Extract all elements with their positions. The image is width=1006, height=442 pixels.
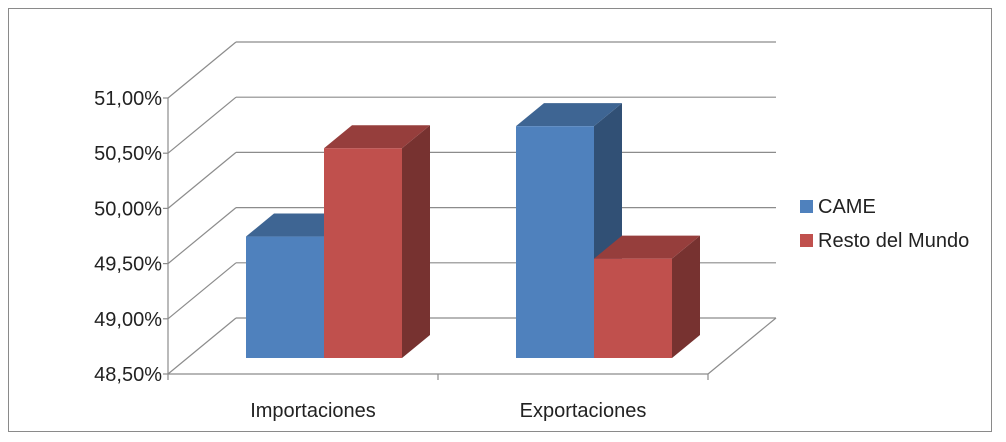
gridline-side bbox=[167, 96, 237, 154]
gridline-side bbox=[167, 317, 237, 375]
bar-top-resto-del-mundo bbox=[324, 125, 430, 149]
gridline-side bbox=[167, 207, 237, 265]
legend-swatch bbox=[800, 234, 813, 247]
bar-resto-del-mundo-importaciones bbox=[324, 148, 402, 358]
bar-came-exportaciones bbox=[516, 126, 594, 358]
y-tick-label: 48,50% bbox=[94, 364, 162, 386]
x-tick-label: Importaciones bbox=[250, 400, 376, 422]
gridline-side bbox=[167, 151, 237, 209]
gridline-side bbox=[167, 41, 237, 99]
gridline-side bbox=[167, 262, 237, 320]
legend-swatch bbox=[800, 200, 813, 213]
floor-right bbox=[707, 317, 777, 375]
legend-label: Resto del Mundo bbox=[818, 230, 969, 252]
bar-side-resto-del-mundo bbox=[402, 125, 430, 359]
y-tick-label: 50,50% bbox=[94, 143, 162, 165]
y-tick-label: 50,00% bbox=[94, 198, 162, 220]
bar-resto-del-mundo-exportaciones bbox=[594, 258, 672, 358]
bar-side-resto-del-mundo bbox=[672, 235, 700, 358]
bar-top-resto-del-mundo bbox=[594, 235, 700, 259]
y-tick-label: 49,50% bbox=[94, 254, 162, 276]
legend-label: CAME bbox=[818, 196, 876, 218]
bar-top-came bbox=[516, 103, 622, 127]
x-tick-label: Exportaciones bbox=[520, 400, 647, 422]
chart-frame bbox=[8, 8, 992, 432]
y-tick-label: 49,00% bbox=[94, 309, 162, 331]
bar-came-importaciones bbox=[246, 236, 324, 358]
y-tick-label: 51,00% bbox=[94, 88, 162, 110]
